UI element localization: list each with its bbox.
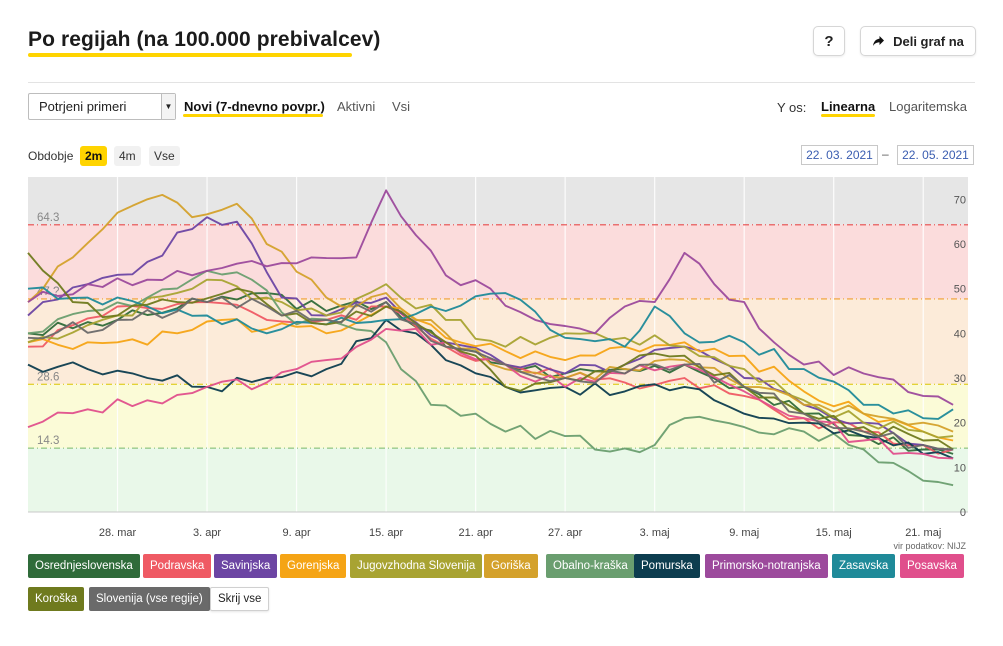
x-tick-label: 3. maj [640,527,670,539]
x-tick-label: 28. mar [99,527,137,539]
page-title: Po regijah (na 100.000 prebivalcev) [28,28,381,51]
y-tick-label: 70 [954,194,966,206]
measure-select-value: Potrjeni primeri [39,99,127,114]
threshold-label: 64.3 [37,212,59,224]
series-line [27,278,954,439]
help-button[interactable]: ? [813,26,845,56]
x-tick-label: 21. apr [458,527,493,539]
series-line [27,292,954,455]
header-divider [28,82,975,83]
measure-select[interactable]: Potrjeni primeri ▼ [28,93,176,120]
legend-item[interactable]: Pomurska [634,554,700,578]
x-tick-label: 15. apr [369,527,404,539]
zone-1 [28,224,968,299]
share-button[interactable]: Deli graf na [860,26,976,56]
y-linear[interactable]: Linearna [821,99,876,114]
x-tick-label: 3. apr [193,527,221,539]
mode-new[interactable]: Novi (7-dnevno povpr.) [184,99,325,114]
y-tick-label: 60 [954,239,966,251]
series-line [27,269,954,487]
threshold-label: 14.3 [37,435,59,447]
legend-item[interactable]: Podravska [143,554,212,578]
date-from-value: 22. 03. 2021 [806,148,873,162]
series-line [27,193,954,433]
legend-item[interactable]: Posavska [900,554,964,578]
series-line [27,305,954,442]
x-tick-label: 27. apr [548,527,583,539]
period-all[interactable]: Vse [149,146,180,166]
series-line [27,252,954,451]
legend-item[interactable]: Obalno-kraška [546,554,635,578]
x-tick-label: 15. maj [816,527,852,539]
y-tick-label: 40 [954,328,966,340]
x-tick-label: 9. maj [729,527,759,539]
threshold-label: 28.6 [37,371,59,383]
x-tick-label: 21. maj [905,527,941,539]
y-tick-label: 10 [954,462,966,474]
legend-item[interactable]: Osrednjeslovenska [28,554,140,578]
mode-all[interactable]: Vsi [392,99,411,114]
chevron-down-icon: ▼ [161,94,175,119]
zone-4 [28,448,968,512]
mode-new-underline [183,114,323,117]
period-2m[interactable]: 2m [80,146,108,166]
hide-all-button[interactable]: Skrij vse [210,587,270,611]
mode-active[interactable]: Aktivni [337,99,376,114]
date-from-input[interactable]: 22. 03. 2021 [801,145,878,165]
period-label: Obdobje [28,149,74,163]
share-label: Deli graf na [893,33,964,49]
x-tick-label: 9. apr [283,527,311,539]
date-separator: – [882,147,889,161]
date-to-input[interactable]: 22. 05. 2021 [897,145,974,165]
series-line [27,318,954,460]
series-line [27,286,954,420]
legend-item[interactable]: Slovenija (vse regije) [89,587,210,611]
date-to-value: 22. 05. 2021 [902,148,969,162]
series-line [27,189,954,406]
legend-item[interactable]: Primorsko-notranjska [705,554,828,578]
title-underline [28,53,352,57]
legend-item[interactable]: Zasavska [832,554,896,578]
y-linear-underline [821,114,875,117]
y-tick-label: 30 [954,373,966,385]
y-tick-label: 20 [954,418,966,430]
source-note: vir podatkov: NIJZ [893,541,966,551]
y-axis-label: Y os: [777,100,807,115]
help-label: ? [824,32,834,50]
period-4m[interactable]: 4m [114,146,141,166]
series-line [27,296,954,451]
legend-item[interactable]: Jugovzhodna Slovenija [350,554,483,578]
legend-item[interactable]: Gorenjska [280,554,347,578]
legend-item[interactable]: Savinjska [214,554,278,578]
y-tick-label: 50 [954,284,966,296]
share-icon [873,36,885,46]
legend-item[interactable]: Goriška [484,554,538,578]
zone-0 [28,177,968,225]
y-log[interactable]: Logaritemska [889,99,968,114]
y-tick-label: 0 [960,507,966,519]
legend-item[interactable]: Koroška [28,587,85,611]
